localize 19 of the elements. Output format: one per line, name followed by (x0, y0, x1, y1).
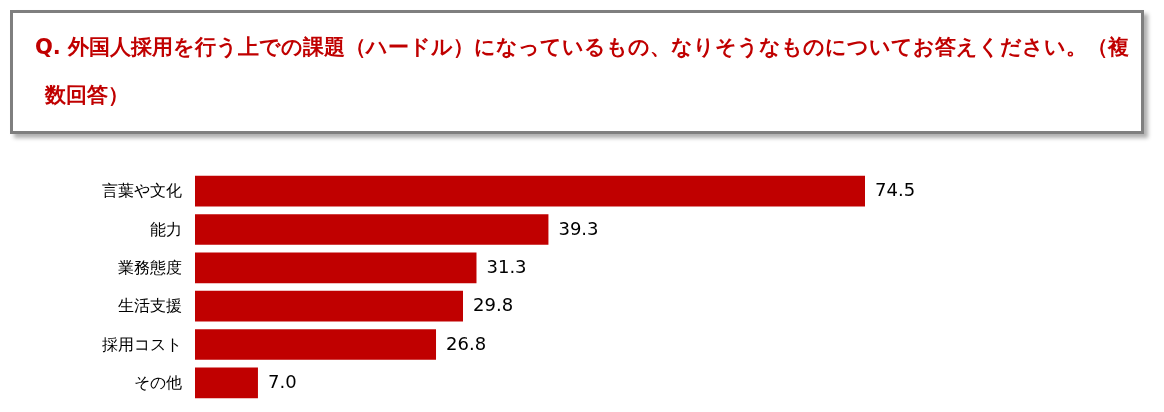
chart-title: Q. 外国人採用を行う上での課題（ハードル）になっているもの、なりそうなものについてお答えください。（複数回答） (10, 10, 1144, 134)
y-tick-label: その他 (133, 372, 182, 392)
y-tick-label: 能力 (149, 219, 182, 239)
bar (195, 214, 549, 245)
bar (195, 367, 258, 399)
bar (195, 252, 477, 284)
data-label: 39.3 (558, 217, 599, 239)
y-tick-label: 生活支援 (117, 296, 182, 316)
bar (195, 290, 463, 322)
y-tick-label: 言葉や文化 (101, 181, 182, 201)
bar (195, 329, 437, 360)
data-label: 29.8 (473, 294, 514, 316)
y-tick-label: 業務態度 (117, 257, 182, 277)
data-label: 26.8 (446, 332, 487, 354)
data-label: 74.5 (875, 179, 916, 201)
y-tick-label: 採用コスト (101, 334, 182, 354)
bar (195, 175, 865, 207)
data-label: 7.0 (267, 370, 297, 392)
data-label: 31.3 (486, 255, 527, 277)
